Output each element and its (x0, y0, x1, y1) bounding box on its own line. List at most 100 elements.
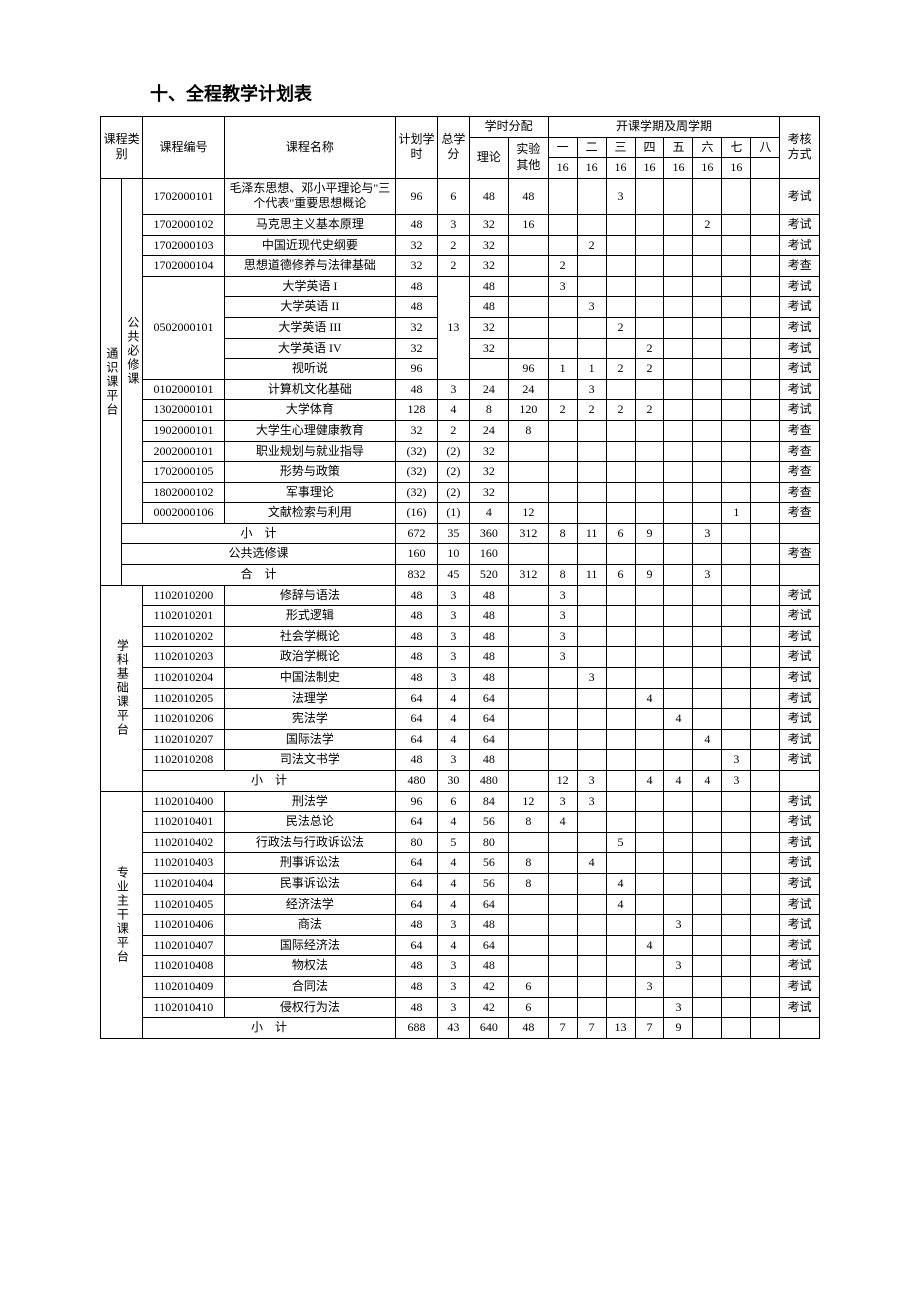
table-row: 1102010409合同法 483426 3 考试 (101, 976, 820, 997)
cell-assess: 考查 (780, 544, 820, 565)
elective-label: 公共选修课 (122, 544, 396, 565)
cell (577, 178, 606, 214)
cell: 32 (469, 482, 509, 503)
cell: 32 (469, 235, 509, 256)
total-row: 合 计 832 45 520 312 8 11 6 9 3 (101, 565, 820, 586)
cell-code: 1902000101 (143, 420, 225, 441)
cell-code: 1802000102 (143, 482, 225, 503)
cell: 312 (509, 523, 549, 544)
cell: 11 (577, 523, 606, 544)
cell: 3 (577, 297, 606, 318)
table-row: 学科基础课平台 1102010200 修辞与语法 48 3 48 3 考试 (101, 585, 820, 606)
cell-code: 1702000103 (143, 235, 225, 256)
cell: 24 (469, 379, 509, 400)
cell: 12 (509, 503, 549, 524)
cell-name: 形势与政策 (224, 462, 395, 483)
cell: (16) (395, 503, 437, 524)
cell: 48 (469, 585, 509, 606)
cell: 48 (395, 585, 437, 606)
cell: 3 (606, 178, 635, 214)
cell-name: 大学英语 II (224, 297, 395, 318)
subtotal-row: 小 计 6884364048 771379 (101, 1018, 820, 1039)
cell: 32 (469, 256, 509, 277)
cell: 48 (469, 178, 509, 214)
cell (635, 178, 664, 214)
cell (548, 178, 577, 214)
cell: 3 (438, 585, 470, 606)
table-row: 1702000102 马克思主义基本原理 48 3 32 16 2 考试 (101, 214, 820, 235)
hdr-hours-dist: 学时分配 (469, 117, 548, 138)
cell: 11 (577, 565, 606, 586)
header-row-1: 课程类别 课程编号 课程名称 计划学时 总学分 学时分配 开课学期及周学期 考核… (101, 117, 820, 138)
cell: 2 (635, 338, 664, 359)
cell-code: 1702000104 (143, 256, 225, 277)
hdr-course-code: 课程编号 (143, 117, 225, 179)
cell: 32 (395, 420, 437, 441)
cell-assess: 考试 (780, 338, 820, 359)
cell-name: 职业规划与就业指导 (224, 441, 395, 462)
table-row: 1102010201 形式逻辑 48348 3 考试 (101, 606, 820, 627)
subtotal-label: 小 计 (122, 523, 396, 544)
cell-code: 0502000101 (143, 276, 225, 379)
cell: 832 (395, 565, 437, 586)
cell: 32 (395, 338, 437, 359)
hdr-term-week: 开课学期及周学期 (548, 117, 780, 138)
cell: 32 (469, 462, 509, 483)
hdr-plan-hours: 计划学时 (395, 117, 437, 179)
cell: 32 (469, 441, 509, 462)
hdr-w5: 16 (664, 158, 693, 179)
cat-discipline: 学科基础课平台 (101, 585, 143, 791)
cell: (2) (438, 482, 470, 503)
cell-assess: 考试 (780, 178, 820, 214)
table-row: 1102010203政治学概论 48348 3 考试 (101, 647, 820, 668)
cell: 24 (469, 420, 509, 441)
page-title: 十、全程教学计划表 (150, 80, 820, 106)
hdr-w8 (751, 158, 780, 179)
cell-code: 1702000102 (143, 214, 225, 235)
cell: (32) (395, 462, 437, 483)
cat-public-req: 公共必修课 (122, 178, 143, 523)
cell-assess: 考试 (780, 359, 820, 380)
cell: 96 (395, 359, 437, 380)
cell: 8 (509, 420, 549, 441)
cell: 32 (395, 317, 437, 338)
cell-assess: 考查 (780, 462, 820, 483)
cell: (32) (395, 441, 437, 462)
hdr-assess: 考核方式 (780, 117, 820, 179)
cell: 2 (577, 235, 606, 256)
cell-assess: 考查 (780, 441, 820, 462)
cell: 2 (438, 420, 470, 441)
table-row: 通识课平台 公共必修课 1702000101 毛泽东思想、邓小平理论与"三个代表… (101, 178, 820, 214)
cell-assess: 考试 (780, 400, 820, 421)
cell: 6 (606, 523, 635, 544)
hdr-course-name: 课程名称 (224, 117, 395, 179)
cell (664, 178, 693, 214)
table-row: 1702000104 思想道德修养与法律基础 32 2 32 2 考查 (101, 256, 820, 277)
cell-code: 1102010201 (143, 606, 225, 627)
subtotal-row: 小 计 672 35 360 312 8 11 6 9 3 (101, 523, 820, 544)
hdr-w4: 16 (635, 158, 664, 179)
cell: 3 (438, 214, 470, 235)
cell: 1 (548, 359, 577, 380)
cell: 96 (395, 178, 437, 214)
cell: 8 (469, 400, 509, 421)
cell: 3 (693, 523, 722, 544)
cell: 312 (509, 565, 549, 586)
cell-code: 0102000101 (143, 379, 225, 400)
table-row: 1102010202社会学概论 48348 3 考试 (101, 626, 820, 647)
cell: 160 (395, 544, 437, 565)
cell: (1) (438, 503, 470, 524)
cell: 9 (635, 523, 664, 544)
hdr-total-credit: 总学分 (438, 117, 470, 179)
cell-assess: 考试 (780, 214, 820, 235)
cell: 96 (509, 359, 549, 380)
cell-assess: 考试 (780, 585, 820, 606)
cell: 48 (395, 276, 437, 297)
cell: 9 (635, 565, 664, 586)
cell-code: 1102010200 (143, 585, 225, 606)
cell-name: 大学英语 III (224, 317, 395, 338)
cell: (32) (395, 482, 437, 503)
cell-assess: 考查 (780, 420, 820, 441)
cell-assess: 考查 (780, 503, 820, 524)
table-row: 1102010207国际法学 64464 4 考试 (101, 729, 820, 750)
